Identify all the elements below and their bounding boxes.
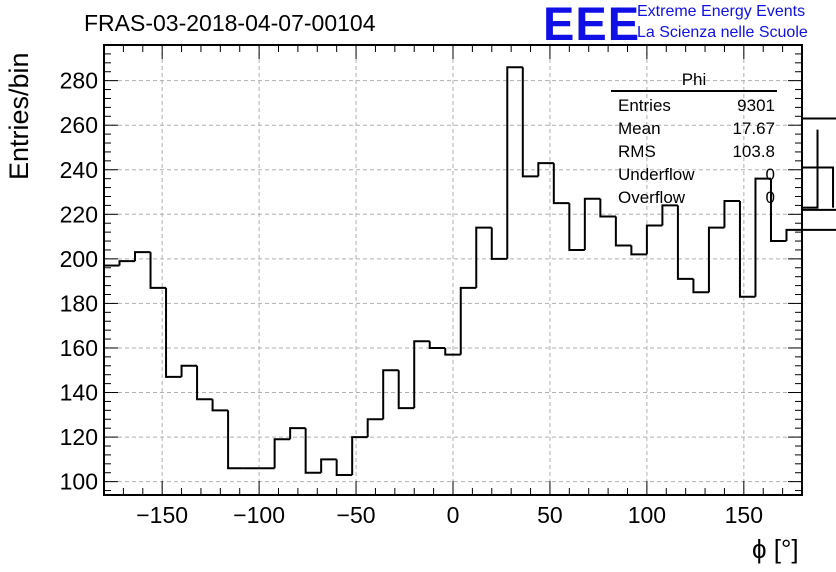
x-tick-label: 50 (537, 502, 563, 528)
histogram-bin (692, 278, 709, 294)
stats-box: Phi Entries 9301 Mean 17.67 RMS 103.8 Un… (611, 70, 777, 209)
histogram-bin (802, 208, 836, 211)
y-tick-label: 160 (60, 335, 98, 361)
histogram-bin (707, 226, 725, 293)
x-tick-label: 150 (725, 502, 763, 528)
y-tick-label: 220 (60, 201, 98, 227)
histogram-bin (676, 205, 694, 280)
stats-label: RMS (618, 142, 656, 161)
logo-caption-line2: La Scienza nelle Scuole (637, 24, 808, 41)
stats-row-underflow: Underflow 0 (611, 163, 777, 186)
eee-logo: EEE (543, 0, 641, 50)
histogram-bin (785, 228, 802, 242)
stats-row-overflow: Overflow 0 (611, 186, 777, 209)
histogram-bin (537, 162, 554, 177)
histogram-bin (382, 369, 399, 420)
histogram-bin (723, 199, 740, 228)
histogram-bin (630, 245, 647, 256)
histogram-bin (180, 364, 198, 377)
stats-label: Entries (618, 96, 671, 115)
y-tick-label: 260 (60, 112, 98, 138)
y-tick-label: 100 (60, 469, 98, 495)
histogram-bin (428, 341, 446, 349)
histogram-bin (149, 252, 167, 289)
histogram-bin (459, 286, 477, 355)
stats-label: Mean (618, 119, 661, 138)
histogram-bin (802, 117, 836, 120)
histogram-bin (490, 227, 508, 260)
histogram-bin (583, 197, 601, 250)
histogram-bin (769, 178, 787, 243)
histogram-bin (614, 216, 632, 247)
histogram-bin (802, 166, 835, 208)
chart-title: FRAS-03-2018-04-07-00104 (84, 10, 376, 36)
histogram-bin (552, 163, 570, 205)
histogram-bin (599, 198, 616, 218)
stats-value: 0 (765, 188, 775, 207)
stats-value: 17.67 (732, 119, 775, 138)
x-tick-label: 0 (447, 502, 460, 528)
histogram-bin (506, 66, 523, 259)
histogram-bin (289, 427, 306, 440)
histogram-bin (335, 459, 353, 476)
histogram-bin (475, 226, 492, 288)
histogram-bin (802, 228, 836, 231)
histogram-bin (754, 177, 771, 297)
axes (103, 44, 803, 496)
stats-label: Underflow (618, 165, 695, 184)
x-tick-label: −150 (136, 502, 188, 528)
x-tick-label: −50 (337, 502, 376, 528)
histogram-series (104, 66, 836, 476)
y-tick-label: 120 (60, 424, 98, 450)
stats-title: Phi (611, 70, 777, 92)
histogram-bin (366, 418, 384, 438)
histogram-bin (351, 436, 368, 475)
grid-lines (104, 45, 802, 495)
histogram-bin (273, 438, 291, 469)
histogram-bin (165, 287, 182, 378)
histogram-bin (568, 203, 585, 251)
histogram-bin (320, 458, 337, 473)
histogram-bin (397, 370, 415, 410)
logo-caption-line1: Extreme Energy Events (637, 3, 806, 20)
histogram-bin (444, 347, 461, 356)
x-axis-label: ϕ [°] (752, 534, 799, 564)
stats-row-entries: Entries 9301 (611, 94, 777, 117)
y-tick-label: 280 (60, 68, 98, 94)
stats-value: 0 (765, 165, 775, 184)
histogram-bin (521, 67, 539, 178)
stats-value: 9301 (737, 96, 775, 115)
histogram-bin (211, 399, 229, 412)
stats-row-mean: Mean 17.67 (611, 117, 777, 140)
y-tick-label: 180 (60, 290, 98, 316)
histogram-bin (661, 204, 678, 226)
x-tick-label: −100 (233, 502, 285, 528)
stats-label: Overflow (618, 188, 686, 207)
y-axis-label: Entries/bin (4, 52, 34, 180)
histogram-bin (227, 410, 244, 470)
x-tick-label: 100 (628, 502, 666, 528)
tick-labels: −150 −100 −50 0 50 100 150 100 120 140 160 180 200 22… (60, 68, 763, 528)
histogram-bin (738, 200, 756, 298)
histogram-bin (118, 260, 136, 266)
y-tick-label: 240 (60, 157, 98, 183)
stats-row-rms: RMS 103.8 (611, 140, 777, 163)
y-tick-label: 200 (60, 246, 98, 272)
histogram-bin (196, 365, 213, 401)
histogram-bin (802, 129, 819, 209)
histogram-bin (304, 428, 322, 474)
y-tick-label: 140 (60, 380, 98, 406)
histogram-bin (134, 251, 151, 262)
histogram-bin (645, 224, 663, 255)
stats-value: 103.8 (732, 142, 775, 161)
histogram-bin (413, 340, 430, 409)
